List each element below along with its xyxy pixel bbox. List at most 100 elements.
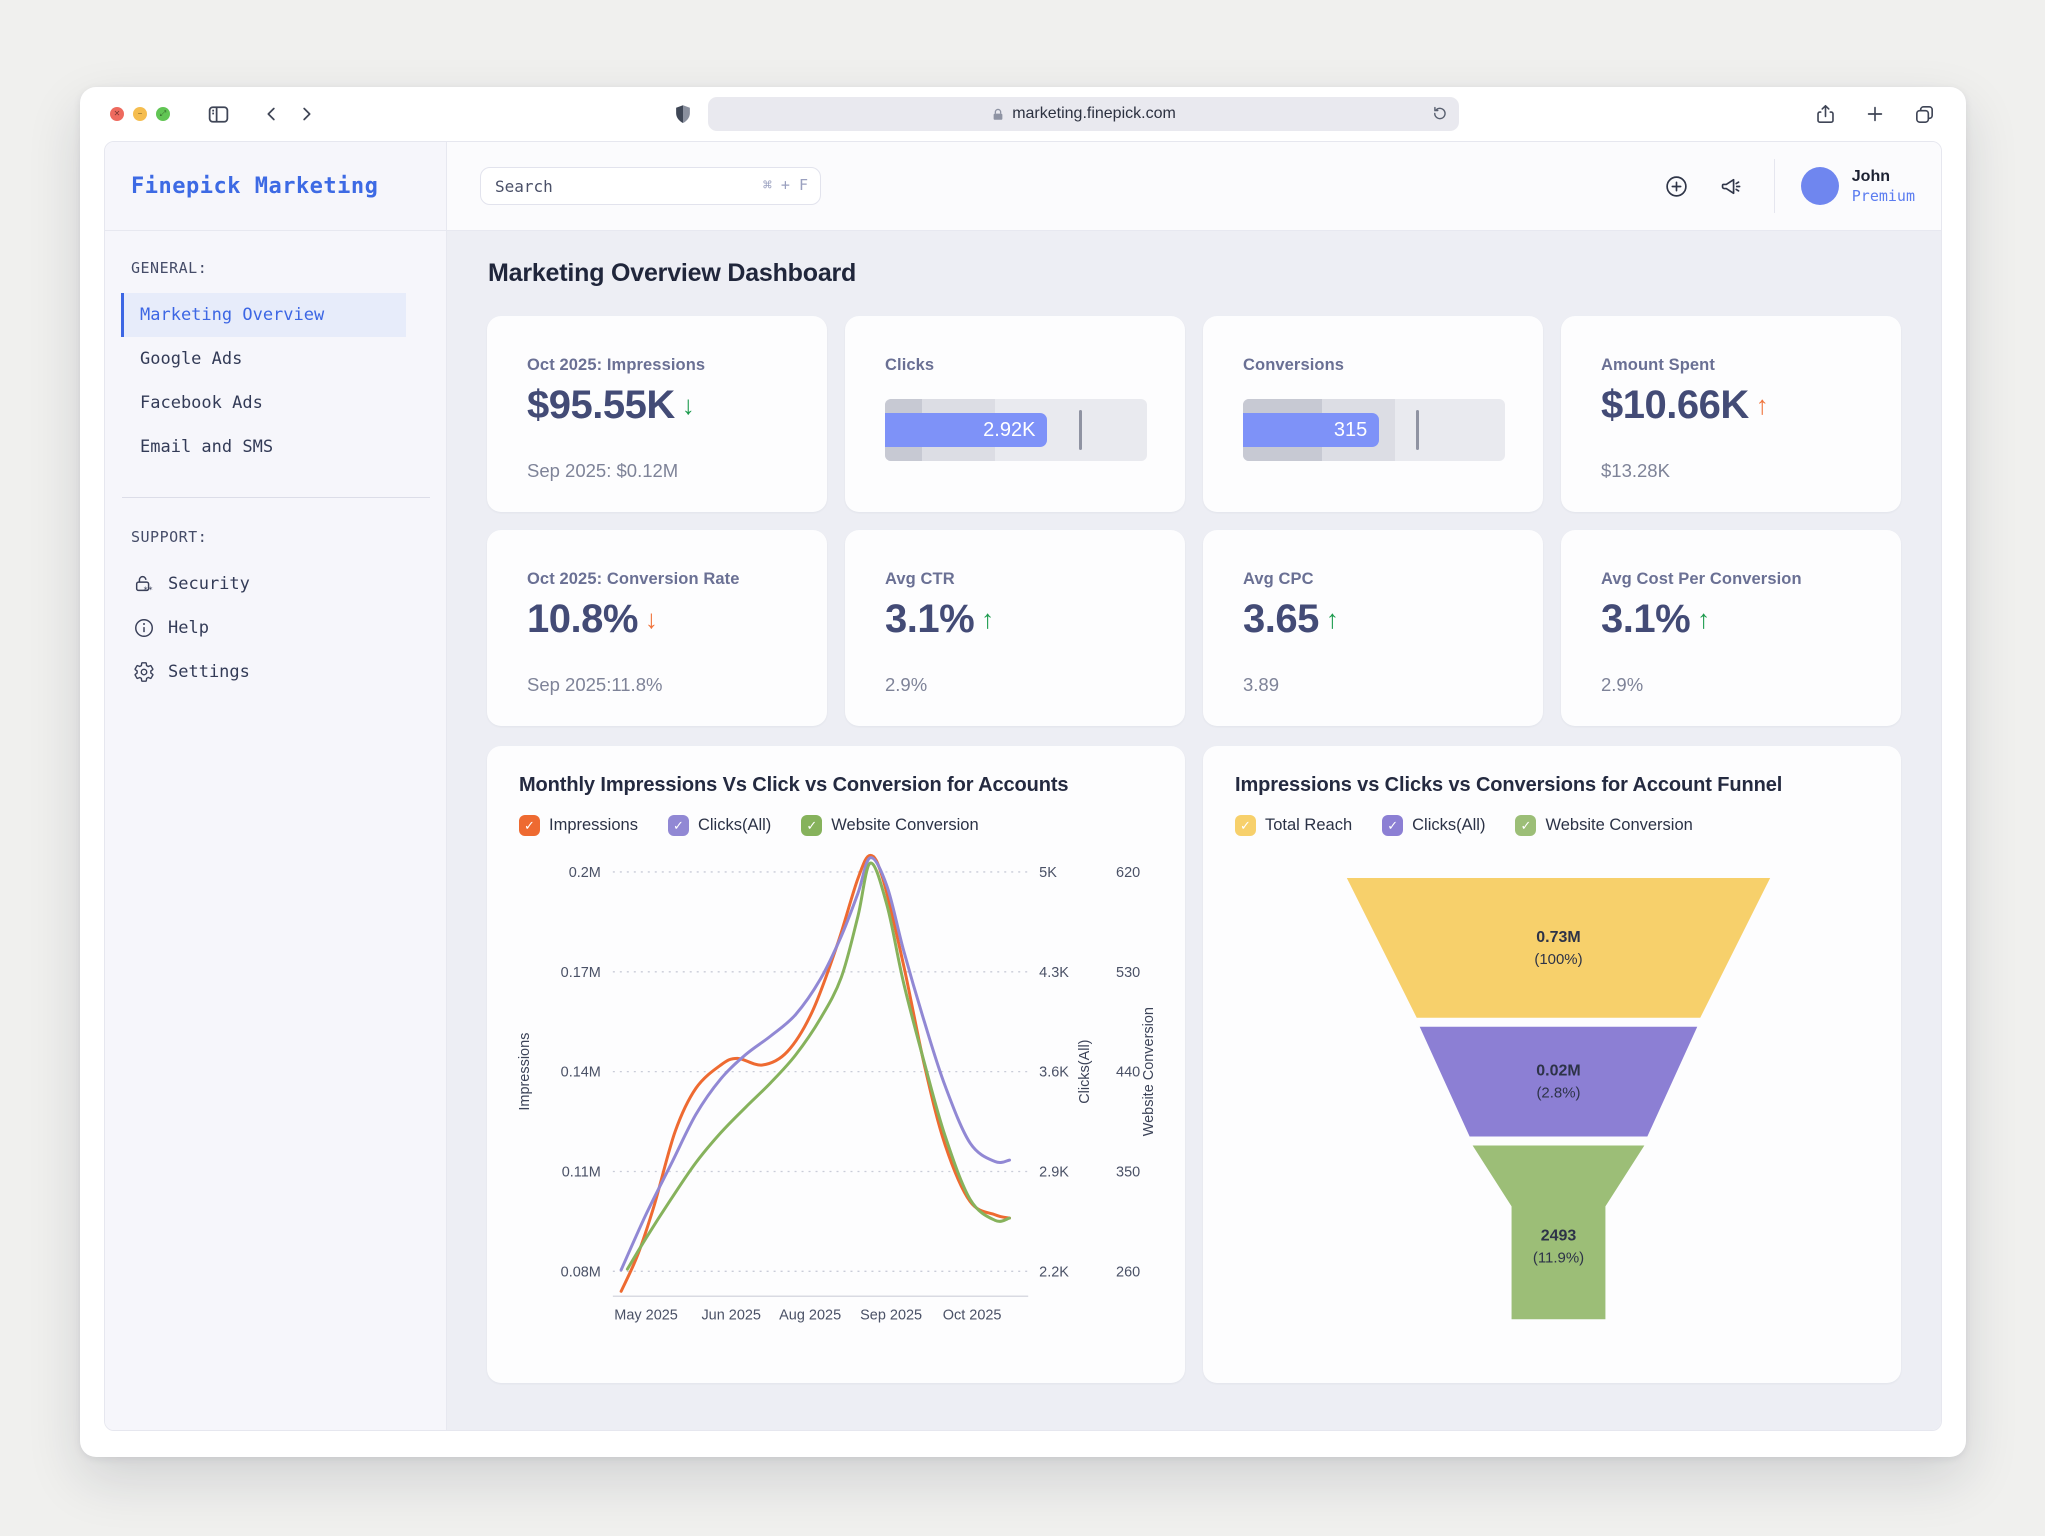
svg-text:May 2025: May 2025 (614, 1307, 678, 1323)
kpi-label: Avg CPC (1243, 570, 1505, 589)
kpi-label: Oct 2025: Impressions (527, 356, 789, 375)
reload-icon[interactable] (1430, 104, 1449, 128)
sidebar-divider (122, 497, 430, 498)
trend-up-icon: ↑ (1756, 390, 1769, 421)
svg-text:Aug 2025: Aug 2025 (779, 1307, 841, 1323)
legend-item-website-conversion[interactable]: ✓Website Conversion (801, 815, 978, 836)
legend-item-impressions[interactable]: ✓Impressions (519, 815, 638, 836)
funnel-chart-title: Impressions vs Clicks vs Conversions for… (1235, 774, 1875, 797)
svg-text:2.2K: 2.2K (1039, 1264, 1069, 1280)
gear-icon (133, 661, 155, 683)
svg-text:0.11M: 0.11M (562, 1164, 601, 1180)
header-divider (1774, 159, 1775, 213)
kpi-card-avg-cpc: Avg CPC3.65↑3.89 (1203, 530, 1543, 726)
kpi-label: Conversions (1243, 356, 1505, 375)
bullet-value: 2.92K (983, 419, 1035, 442)
svg-text:350: 350 (1116, 1164, 1140, 1180)
legend-checkbox-icon[interactable]: ✓ (801, 815, 822, 836)
sidebar-item-google-ads[interactable]: Google Ads (105, 337, 406, 381)
app-shell: Finepick Marketing ⌘ + F (104, 141, 1942, 1431)
new-tab-icon[interactable] (1864, 103, 1886, 125)
charts-row: Monthly Impressions Vs Click vs Conversi… (487, 746, 1901, 1383)
user-name: John (1852, 167, 1915, 187)
line-chart-title: Monthly Impressions Vs Click vs Conversi… (519, 774, 1159, 797)
browser-window: ✕ − ⤢ marketing.finep (80, 87, 1966, 1457)
section-label-general: GENERAL: (105, 259, 446, 277)
nav-general: Marketing OverviewGoogle AdsFacebook Ads… (105, 293, 446, 469)
kpi-comparison: Sep 2025: $0.12M (527, 460, 789, 482)
svg-text:Jun 2025: Jun 2025 (701, 1307, 761, 1323)
svg-text:0.14M: 0.14M (561, 1065, 601, 1081)
user-menu[interactable]: John Premium (1801, 167, 1915, 206)
legend-item-clicks-all[interactable]: ✓Clicks(All) (1382, 815, 1485, 836)
trend-up-icon: ↑ (981, 604, 994, 635)
avatar[interactable] (1801, 167, 1839, 205)
line-chart-legend: ✓Impressions ✓Clicks(All) ✓Website Convers… (519, 815, 1159, 836)
legend-checkbox-icon[interactable]: ✓ (1382, 815, 1403, 836)
page-title: Marketing Overview Dashboard (488, 259, 1901, 288)
lock-icon (991, 107, 1005, 122)
svg-text:(2.8%): (2.8%) (1536, 1085, 1580, 1102)
svg-text:5K: 5K (1039, 865, 1057, 881)
header-actions: John Premium (1634, 159, 1915, 213)
line-chart: 0.2M5K6200.17M4.3K5300.14M3.6K4400.11M2.… (513, 842, 1159, 1341)
browser-toolbar: ✕ − ⤢ marketing.finep (80, 87, 1966, 141)
tab-overview-icon[interactable] (1913, 103, 1936, 126)
sidebar-toggle-icon[interactable] (206, 102, 231, 127)
sidebar-item-help[interactable]: Help (105, 606, 406, 650)
close-button[interactable]: ✕ (110, 107, 124, 121)
search-shortcut-hint: ⌘ + F (763, 176, 808, 194)
kpi-value: 10.8% (527, 597, 638, 642)
desktop-background: ✕ − ⤢ marketing.finep (0, 0, 2045, 1536)
legend-checkbox-icon[interactable]: ✓ (519, 815, 540, 836)
kpi-comparison: $13.28K (1601, 460, 1863, 482)
sidebar-item-marketing-overview[interactable]: Marketing Overview (121, 293, 406, 337)
legend-checkbox-icon[interactable]: ✓ (668, 815, 689, 836)
svg-text:530: 530 (1116, 965, 1140, 981)
kpi-value: $95.55K (527, 383, 675, 428)
legend-item-total-reach[interactable]: ✓Total Reach (1235, 815, 1352, 836)
app-header: ⌘ + F John (447, 142, 1941, 231)
legend-checkbox-icon[interactable]: ✓ (1235, 815, 1256, 836)
line-chart-card: Monthly Impressions Vs Click vs Conversi… (487, 746, 1185, 1383)
svg-text:0.17M: 0.17M (561, 965, 601, 981)
minimize-button[interactable]: − (133, 107, 147, 121)
bullet-bar: 2.92K (885, 413, 1047, 447)
kpi-card-clicks: Clicks2.92K (845, 316, 1185, 512)
legend-checkbox-icon[interactable]: ✓ (1515, 815, 1536, 836)
kpi-comparison: 2.9% (1601, 674, 1863, 696)
kpi-label: Avg Cost Per Conversion (1601, 570, 1863, 589)
kpi-card-avg-ctr: Avg CTR3.1%↑2.9% (845, 530, 1185, 726)
funnel-segment-total-reach (1347, 878, 1770, 1018)
megaphone-icon[interactable] (1719, 174, 1744, 199)
kpi-comparison: Sep 2025:11.8% (527, 674, 789, 696)
shield-icon[interactable] (672, 102, 694, 126)
sidebar-item-security[interactable]: **Security (105, 562, 406, 606)
legend-item-clicks-all[interactable]: ✓Clicks(All) (668, 815, 771, 836)
svg-text:0.02M: 0.02M (1536, 1063, 1580, 1080)
sidebar-item-email-and-sms[interactable]: Email and SMS (105, 425, 406, 469)
sidebar-item-settings[interactable]: Settings (105, 650, 406, 694)
sidebar-brand: Finepick Marketing (105, 142, 447, 231)
trend-up-icon: ↑ (1697, 604, 1710, 635)
plus-circle-icon[interactable] (1664, 174, 1689, 199)
kpi-card-amount-spent: Amount Spent$10.66K↑$13.28K (1561, 316, 1901, 512)
address-bar[interactable]: marketing.finepick.com (708, 97, 1459, 131)
zoom-button[interactable]: ⤢ (156, 107, 170, 121)
forward-icon[interactable] (295, 103, 317, 125)
bullet-bar: 315 (1243, 413, 1379, 447)
back-icon[interactable] (261, 103, 283, 125)
svg-text:440: 440 (1116, 1065, 1140, 1081)
svg-text:3.6K: 3.6K (1039, 1065, 1069, 1081)
kpi-value: 3.65 (1243, 597, 1319, 642)
share-icon[interactable] (1814, 103, 1837, 126)
kpi-card-avg-cost-per-conversion: Avg Cost Per Conversion3.1%↑2.9% (1561, 530, 1901, 726)
sidebar-item-facebook-ads[interactable]: Facebook Ads (105, 381, 406, 425)
legend-item-website-conversion[interactable]: ✓Website Conversion (1515, 815, 1692, 836)
svg-text:Clicks(All): Clicks(All) (1077, 1039, 1093, 1103)
svg-text:(100%): (100%) (1534, 951, 1582, 968)
kpi-comparison: 3.89 (1243, 674, 1505, 696)
svg-text:Impressions: Impressions (517, 1033, 533, 1111)
kpi-card-oct-2025-impressions: Oct 2025: Impressions$95.55K↓Sep 2025: $… (487, 316, 827, 512)
svg-text:2.9K: 2.9K (1039, 1164, 1069, 1180)
